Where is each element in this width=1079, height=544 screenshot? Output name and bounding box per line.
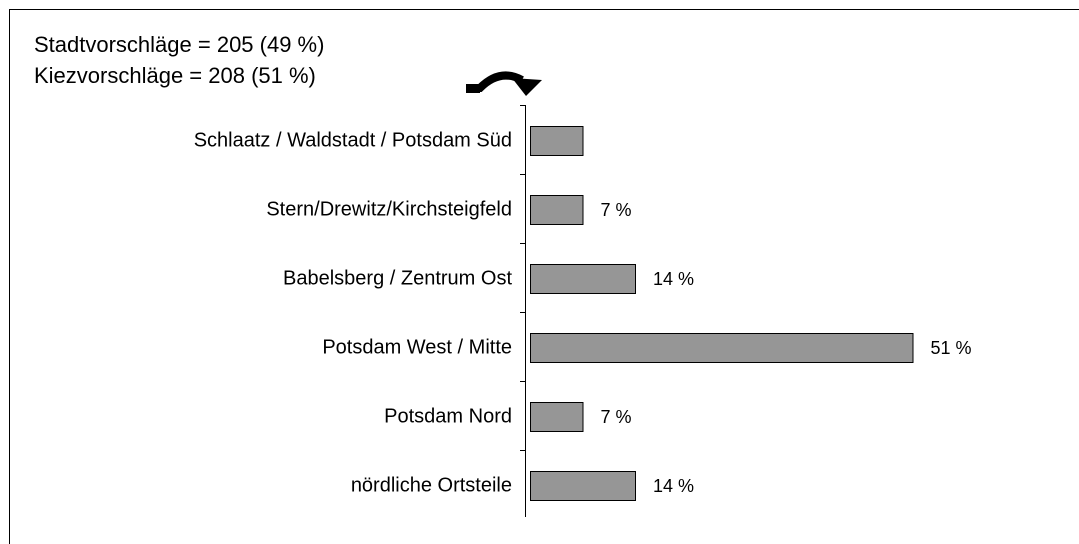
category-label: Schlaatz / Waldstadt / Potsdam Süd [194,129,512,151]
category-label: Potsdam Nord [384,405,512,427]
arrow-icon [466,71,542,96]
plot: Schlaatz / Waldstadt / Potsdam Süd Stern/… [194,105,972,517]
value-label: 7 % [601,200,632,220]
bar [530,264,636,294]
bar [530,402,584,432]
value-label: 51 % [931,338,972,358]
bar [530,471,636,501]
bar [530,195,584,225]
value-label: 14 % [653,269,694,289]
annotation: Kiezvorschläge = 208 (51 %) [34,63,316,88]
bar [530,126,584,156]
category-label: Babelsberg / Zentrum Ost [283,267,512,289]
value-label: 14 % [653,476,694,496]
category-label: Stern/Drewitz/Kirchsteigfeld [266,198,512,220]
category-label: Potsdam West / Mitte [322,336,512,358]
category-label: nördliche Ortsteile [351,474,512,496]
bar [530,333,914,363]
value-label: 7 % [601,407,632,427]
annotation: Stadtvorschläge = 205 (49 %) [34,32,324,57]
